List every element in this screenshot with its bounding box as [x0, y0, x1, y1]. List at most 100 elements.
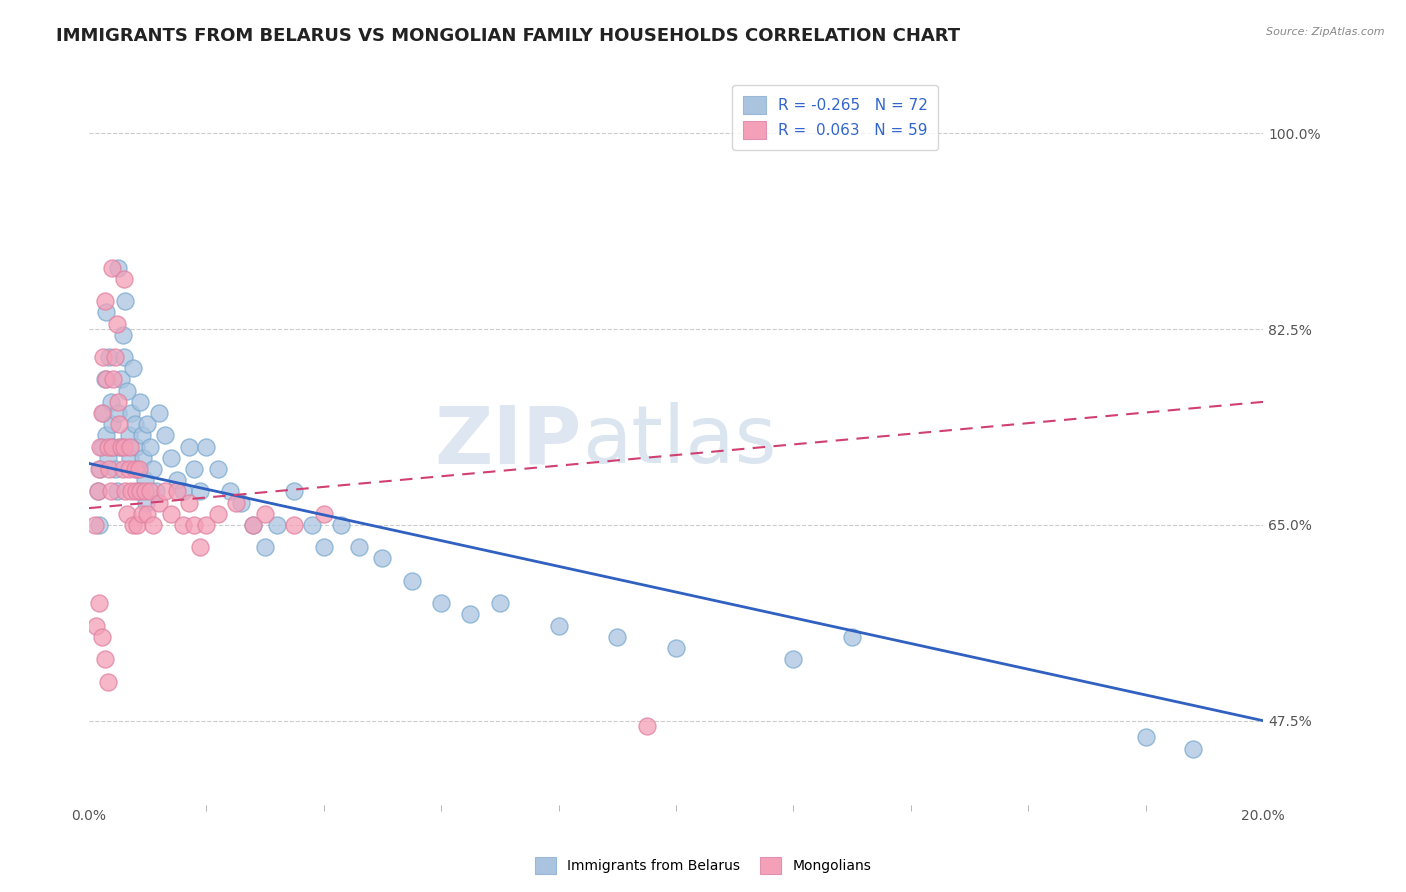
Point [148, 495, 170, 509]
Point [93, 350, 115, 364]
Point [87, 596, 110, 610]
Point [547, 618, 569, 632]
Point [96, 450, 118, 465]
Point [96, 674, 118, 689]
Point [101, 440, 124, 454]
Point [94, 372, 117, 386]
Point [188, 541, 211, 555]
Point [101, 260, 124, 275]
Point [488, 596, 510, 610]
Point [188, 484, 211, 499]
Point [110, 372, 132, 386]
Point [98, 462, 121, 476]
Point [195, 440, 218, 454]
Point [112, 272, 135, 286]
Point [108, 440, 131, 454]
Point [172, 517, 194, 532]
Point [104, 462, 127, 476]
Point [118, 428, 141, 442]
Point [139, 440, 162, 454]
Point [118, 450, 141, 465]
Point [136, 507, 159, 521]
Point [114, 294, 136, 309]
Point [134, 473, 156, 487]
Point [96, 428, 118, 442]
Point [160, 450, 183, 465]
Point [107, 395, 129, 409]
Point [166, 484, 188, 499]
Point [107, 406, 129, 420]
Point [301, 517, 323, 532]
Point [104, 350, 127, 364]
Point [121, 361, 143, 376]
Point [460, 607, 482, 622]
Point [153, 428, 176, 442]
Point [111, 462, 134, 476]
Point [1135, 731, 1157, 745]
Point [131, 428, 153, 442]
Point [86, 484, 108, 499]
Point [103, 372, 125, 386]
Point [115, 507, 138, 521]
Point [283, 517, 305, 532]
Point [401, 574, 423, 588]
Point [782, 652, 804, 666]
Point [96, 440, 118, 454]
Point [207, 462, 229, 476]
Point [120, 406, 142, 420]
Point [129, 395, 152, 409]
Point [89, 462, 111, 476]
Point [218, 484, 240, 499]
Legend: Immigrants from Belarus, Mongolians: Immigrants from Belarus, Mongolians [527, 850, 879, 880]
Point [118, 440, 141, 454]
Point [125, 517, 148, 532]
Point [96, 372, 118, 386]
Point [266, 517, 288, 532]
Point [101, 417, 124, 432]
Point [125, 462, 148, 476]
Legend: R = -0.265   N = 72, R =  0.063   N = 59: R = -0.265 N = 72, R = 0.063 N = 59 [733, 85, 938, 150]
Point [330, 517, 353, 532]
Point [89, 517, 111, 532]
Point [145, 484, 167, 499]
Point [105, 317, 128, 331]
Point [139, 484, 162, 499]
Point [283, 484, 305, 499]
Point [125, 484, 148, 499]
Point [98, 350, 121, 364]
Point [125, 440, 148, 454]
Point [89, 440, 111, 454]
Point [142, 462, 165, 476]
Text: ZIP: ZIP [434, 402, 582, 480]
Point [105, 484, 128, 499]
Point [110, 440, 132, 454]
Point [94, 294, 117, 309]
Point [177, 440, 200, 454]
Point [83, 517, 105, 532]
Point [129, 484, 152, 499]
Point [148, 406, 170, 420]
Point [142, 517, 165, 532]
Point [124, 462, 146, 476]
Point [84, 618, 107, 632]
Point [242, 517, 264, 532]
Point [665, 640, 688, 655]
Point [183, 517, 205, 532]
Point [107, 260, 129, 275]
Point [225, 495, 247, 509]
Point [430, 596, 453, 610]
Point [253, 507, 276, 521]
Point [312, 507, 335, 521]
Point [121, 517, 143, 532]
Point [128, 484, 150, 499]
Point [1181, 741, 1204, 756]
Point [135, 495, 157, 509]
Point [132, 450, 155, 465]
Point [112, 440, 135, 454]
Point [115, 384, 138, 398]
Point [93, 406, 115, 420]
Point [128, 462, 150, 476]
Point [124, 417, 146, 432]
Text: Source: ZipAtlas.com: Source: ZipAtlas.com [1267, 27, 1385, 37]
Point [207, 507, 229, 521]
